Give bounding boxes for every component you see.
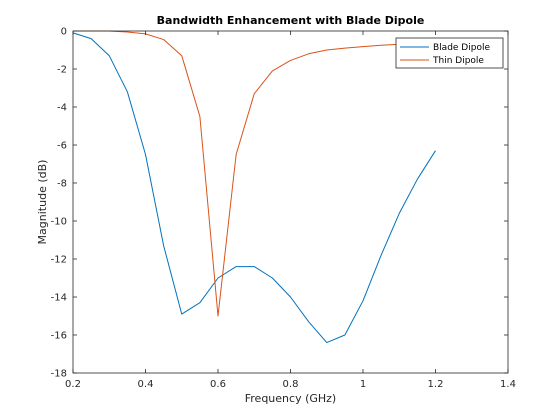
y-tick-label: -8 xyxy=(57,179,67,190)
y-tick-label: -18 xyxy=(51,369,67,380)
chart-title: Bandwidth Enhancement with Blade Dipole xyxy=(157,14,425,27)
series-layer xyxy=(72,30,436,344)
legend-label-blade-dipole: Blade Dipole xyxy=(433,43,490,53)
y-tick-label: -2 xyxy=(57,65,67,76)
tick-layer: 0.2 0.4 0.6 0.8 1 1.2 1.4 0 -2 -4 -6 -8 -10 -12 -14 -16… xyxy=(51,27,516,391)
x-tick-label: 0.2 xyxy=(65,379,81,390)
x-tick-label: 1.2 xyxy=(428,379,444,390)
x-tick-label: 1 xyxy=(360,379,366,390)
legend-label-thin-dipole: Thin Dipole xyxy=(432,56,484,66)
x-tick-label: 0.8 xyxy=(283,379,299,390)
x-axis-label: Frequency (GHz) xyxy=(245,392,336,405)
series-line-blade-dipole xyxy=(72,32,436,344)
y-tick-label: -14 xyxy=(51,293,67,304)
y-tick-label: -6 xyxy=(57,141,67,152)
y-tick-label: -12 xyxy=(51,255,67,266)
legend-box xyxy=(395,37,504,69)
x-tick-label: 1.4 xyxy=(500,379,516,390)
y-axis-label: Magnitude (dB) xyxy=(36,160,49,245)
y-tick-label: -10 xyxy=(51,217,67,228)
y-tick-label: -4 xyxy=(57,103,67,114)
series-line-thin-dipole xyxy=(73,30,436,317)
plot-area xyxy=(73,31,508,373)
y-tick-label: 0 xyxy=(61,27,67,38)
x-tick-label: 0.6 xyxy=(210,379,226,390)
legend: Blade Dipole Thin Dipole xyxy=(395,37,504,69)
y-tick-label: -16 xyxy=(51,331,67,342)
x-tick-label: 0.4 xyxy=(138,379,154,390)
